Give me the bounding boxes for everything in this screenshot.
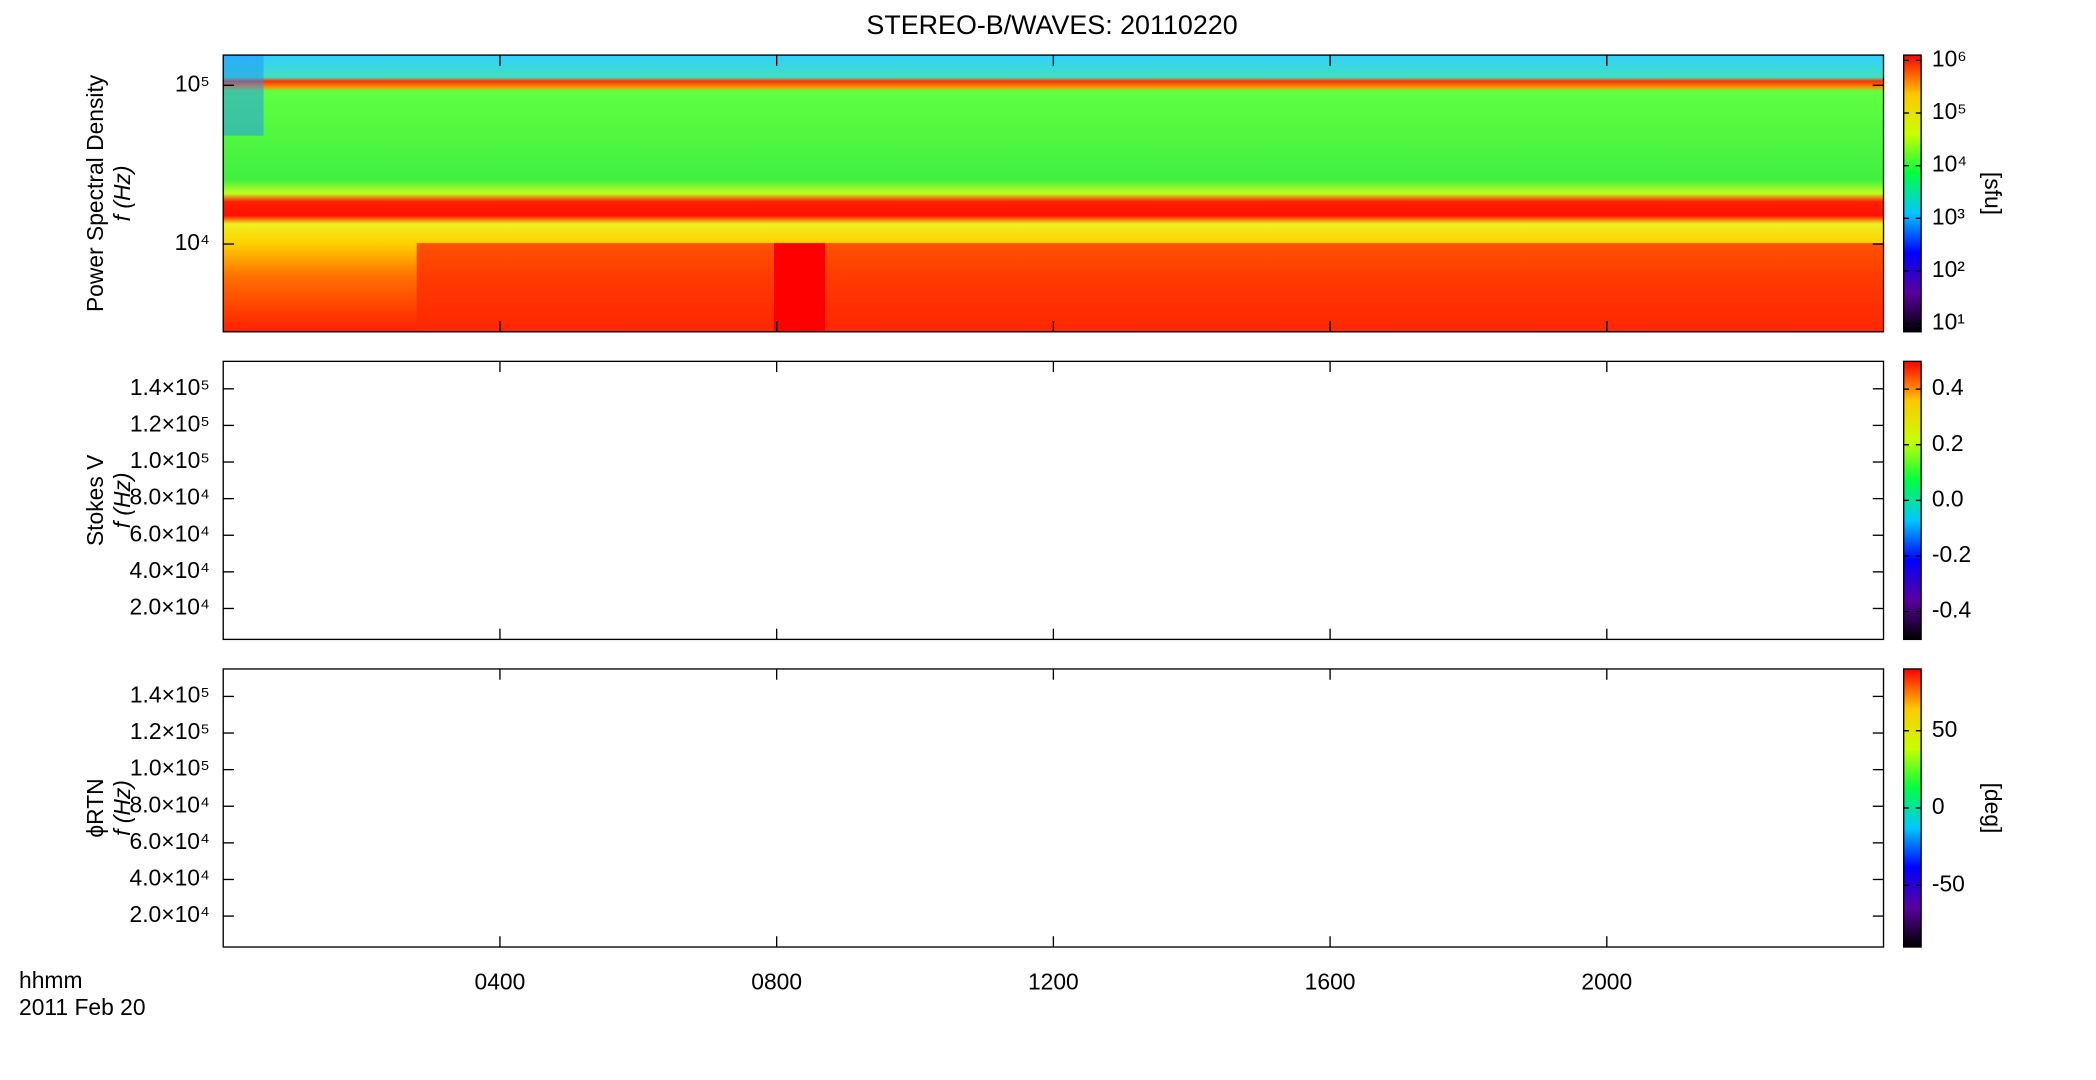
y-tick-label: 1.2×10⁵ [130,410,210,436]
y-tick-label: 1.2×10⁵ [130,718,210,744]
y-tick-label: 4.0×10⁴ [130,864,210,890]
spectrogram-image [223,55,1884,332]
colorbar [1903,54,1922,333]
y-tick-label: 10⁴ [175,229,210,255]
x-axis-label: hhmm [19,967,82,993]
x-tick-label: 0400 [475,968,526,994]
x-tick-label: 0800 [751,968,802,994]
colorbar-tick-label: 0.0 [1932,485,1964,511]
plot-frame [222,668,1885,948]
colorbar-label: [deg] [1980,783,2006,834]
colorbar-tick-label: 10⁴ [1932,151,1967,177]
colorbar-tick-label: 10¹ [1932,309,1965,335]
y-tick-label: 4.0×10⁴ [130,557,210,583]
plot-frame [222,360,1885,641]
colorbar-tick-label: 50 [1932,716,1957,742]
y-tick-label: 6.0×10⁴ [130,520,210,546]
colorbar-label: [sfu] [1980,172,2006,215]
y-axis-label: ϕRTN [82,778,108,837]
colorbar-tick-label: -50 [1932,870,1965,896]
y-tick-label: 10⁵ [175,70,210,96]
chart-title: STEREO-B/WAVES: 20110220 [866,10,1237,40]
y-tick-label: 1.0×10⁵ [130,447,210,473]
colorbar-tick-label: 10³ [1932,203,1965,229]
y-tick-label: 6.0×10⁴ [130,828,210,854]
x-tick-label: 1200 [1028,968,1079,994]
y-axis-label: f (Hz) [109,166,135,222]
colorbar-tick-label: 0.2 [1932,430,1964,456]
x-tick-label: 2000 [1581,968,1632,994]
y-tick-label: 1.4×10⁵ [130,374,210,400]
y-tick-label: 8.0×10⁴ [130,484,210,510]
colorbar-tick-label: 0 [1932,793,1945,819]
colorbar-tick-label: 10² [1932,256,1965,282]
colorbar-tick-label: 10⁵ [1932,98,1967,124]
colorbar-tick-label: 10⁶ [1932,45,1967,71]
colorbar-tick-label: 0.4 [1932,374,1964,400]
y-axis-label: Stokes V [82,454,108,546]
y-tick-label: 2.0×10⁴ [130,593,210,619]
colorbar-tick-label: -0.4 [1932,597,1972,623]
y-tick-label: 8.0×10⁴ [130,791,210,817]
y-axis-label: f (Hz) [109,472,135,528]
y-tick-label: 1.0×10⁵ [130,755,210,781]
x-axis-label: 2011 Feb 20 [19,994,146,1020]
y-tick-label: 1.4×10⁵ [130,681,210,707]
colorbar-tick-label: -0.2 [1932,541,1971,567]
y-axis-label: Power Spectral Density [82,74,108,312]
x-tick-label: 1600 [1305,968,1356,994]
y-tick-label: 2.0×10⁴ [130,901,210,927]
y-axis-label: f (Hz) [109,780,135,836]
